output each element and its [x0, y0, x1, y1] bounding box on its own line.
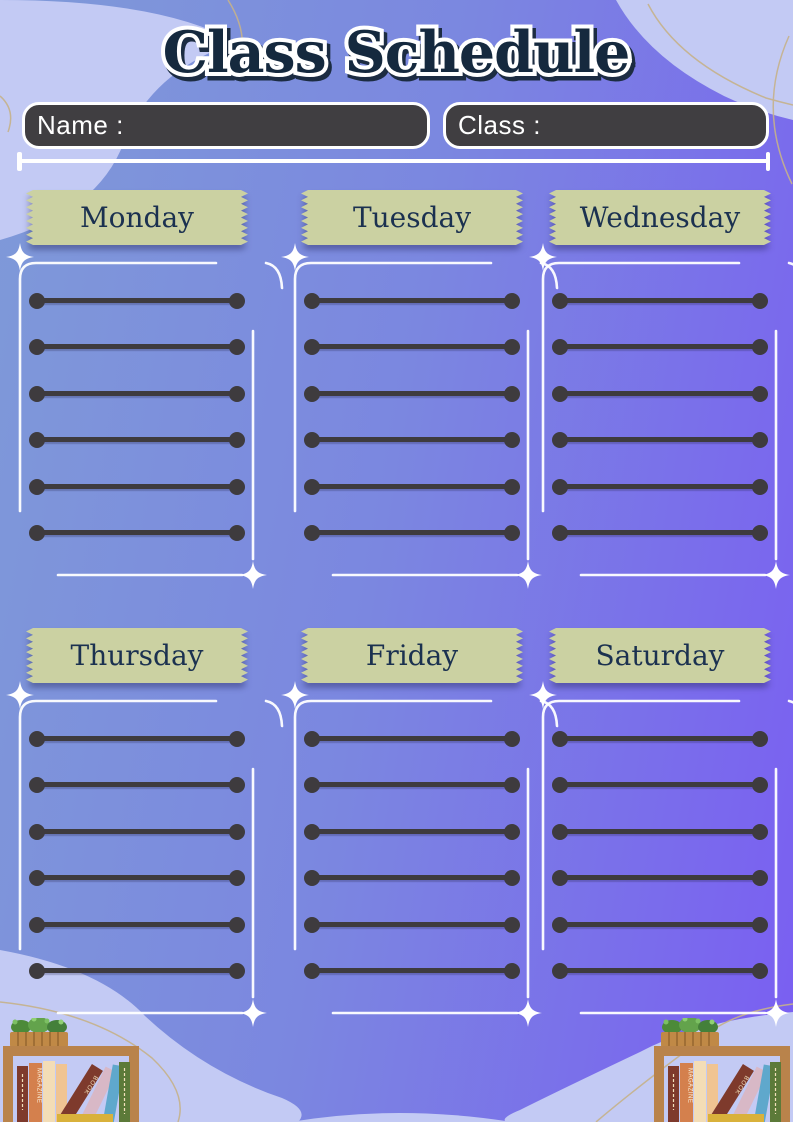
entry-line[interactable] [552, 962, 768, 979]
decorative-curve [0, 1001, 181, 1122]
entry-line[interactable] [304, 916, 520, 933]
bookshelf-icon [1, 1018, 141, 1122]
entry-line[interactable] [304, 431, 520, 448]
entry-line[interactable] [29, 730, 245, 747]
decorative-curve [227, 0, 244, 73]
background-blob [290, 1113, 512, 1122]
background-blob [504, 1012, 793, 1122]
entry-line[interactable] [304, 524, 520, 541]
entry-line[interactable] [29, 962, 245, 979]
background-blob [0, 950, 302, 1122]
entry-line[interactable] [29, 385, 245, 402]
day-label: Tuesday [352, 201, 472, 234]
entry-line[interactable] [304, 292, 520, 309]
entry-line[interactable] [552, 385, 768, 402]
day-section-thursday: Thursday [10, 628, 290, 1034]
entry-line[interactable] [304, 478, 520, 495]
day-section-saturday: Saturday [533, 628, 793, 1034]
section-frame [10, 243, 290, 593]
name-field[interactable]: Name : [22, 102, 430, 149]
entry-line[interactable] [552, 776, 768, 793]
header-ruler [17, 151, 770, 171]
entry-line[interactable] [29, 478, 245, 495]
day-tape: Monday [26, 190, 248, 245]
class-field[interactable]: Class : [443, 102, 769, 149]
day-label: Saturday [595, 639, 725, 672]
entry-line[interactable] [29, 292, 245, 309]
entry-line[interactable] [304, 776, 520, 793]
day-tape: Wednesday [549, 190, 771, 245]
entry-line[interactable] [29, 524, 245, 541]
entry-line[interactable] [29, 823, 245, 840]
section-frame [10, 681, 290, 1031]
day-section-friday: Friday [285, 628, 565, 1034]
day-label: Monday [80, 201, 194, 234]
decorative-curve [647, 3, 793, 106]
day-section-monday: Monday [10, 190, 290, 596]
entry-line[interactable] [304, 730, 520, 747]
entry-line[interactable] [304, 823, 520, 840]
day-label: Thursday [70, 639, 204, 672]
entry-line[interactable] [552, 823, 768, 840]
entry-line[interactable] [552, 916, 768, 933]
entry-line[interactable] [304, 338, 520, 355]
page-title: Class Schedule Class Schedule [159, 15, 638, 95]
class-field-value[interactable] [541, 105, 766, 146]
entry-line[interactable] [552, 524, 768, 541]
name-field-value[interactable] [124, 105, 427, 146]
day-tape: Saturday [549, 628, 771, 683]
entry-line[interactable] [304, 869, 520, 886]
entry-line[interactable] [552, 292, 768, 309]
entry-line[interactable] [29, 869, 245, 886]
day-label: Wednesday [579, 201, 741, 234]
entry-line[interactable] [552, 730, 768, 747]
entry-line[interactable] [29, 776, 245, 793]
day-tape: Friday [301, 628, 523, 683]
day-section-wednesday: Wednesday [533, 190, 793, 596]
day-tape: Tuesday [301, 190, 523, 245]
decorative-curve [772, 35, 793, 185]
entry-line[interactable] [552, 478, 768, 495]
decorative-curve [0, 95, 12, 133]
day-tape: Thursday [26, 628, 248, 683]
entry-line[interactable] [304, 385, 520, 402]
entry-line[interactable] [29, 338, 245, 355]
entry-line[interactable] [552, 431, 768, 448]
entry-line[interactable] [552, 338, 768, 355]
section-frame [285, 681, 565, 1031]
day-section-tuesday: Tuesday [285, 190, 565, 596]
page-title-text: Class Schedule [163, 19, 630, 86]
class-field-label: Class : [458, 110, 541, 140]
name-field-label: Name : [37, 110, 124, 140]
entry-line[interactable] [304, 962, 520, 979]
entry-line[interactable] [29, 431, 245, 448]
entry-line[interactable] [29, 916, 245, 933]
page-title-shadow: Class Schedule [166, 23, 633, 90]
day-label: Friday [365, 639, 459, 672]
bookshelf-icon [652, 1018, 792, 1122]
section-frame [285, 243, 565, 593]
entry-line[interactable] [552, 869, 768, 886]
